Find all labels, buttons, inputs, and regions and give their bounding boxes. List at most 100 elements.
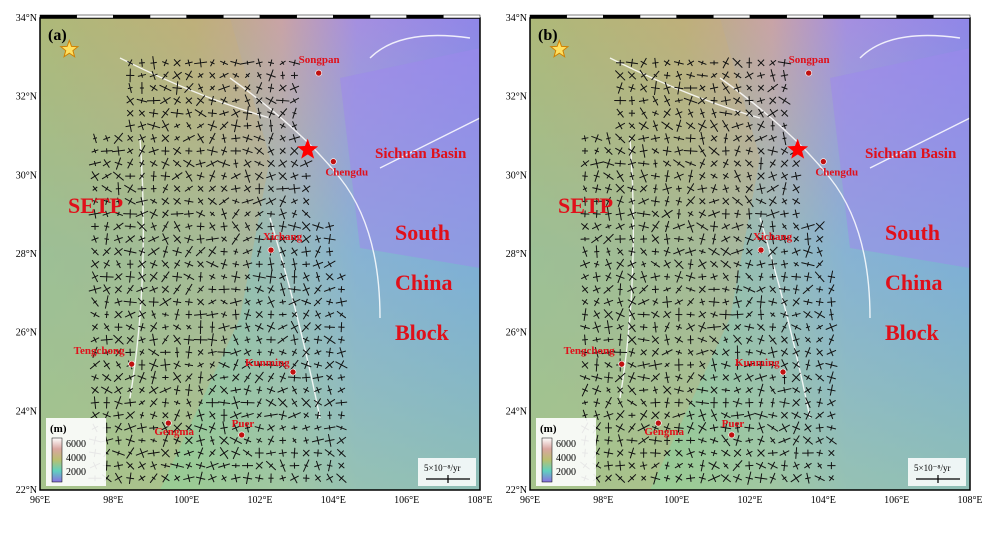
city-name: Xichang bbox=[753, 231, 793, 243]
lat-label: 28°N bbox=[506, 249, 527, 260]
city-dot bbox=[330, 159, 336, 165]
city-name: Kunming bbox=[735, 357, 780, 369]
city-dot bbox=[268, 247, 274, 253]
lon-label: 98°E bbox=[593, 495, 613, 506]
panel-label: (a) bbox=[48, 27, 67, 44]
city-dot bbox=[806, 70, 812, 76]
city-dot bbox=[239, 432, 245, 438]
city-dot bbox=[780, 369, 786, 375]
frame-band bbox=[860, 15, 897, 18]
colorbar-label: 6000 bbox=[66, 439, 86, 450]
frame-band bbox=[750, 15, 787, 18]
city-dot bbox=[316, 70, 322, 76]
frame-band bbox=[407, 15, 444, 18]
legend-unit: (m) bbox=[50, 423, 67, 435]
frame-band bbox=[370, 15, 407, 18]
frame-band bbox=[603, 15, 640, 18]
lat-label: 34°N bbox=[506, 13, 527, 24]
lat-label: 28°N bbox=[16, 249, 37, 260]
city-name: Songpan bbox=[299, 54, 340, 66]
lat-label: 34°N bbox=[16, 13, 37, 24]
frame-band bbox=[933, 15, 970, 18]
frame-band bbox=[567, 15, 604, 18]
lon-label: 100°E bbox=[664, 495, 689, 506]
frame-band bbox=[77, 15, 114, 18]
lon-label: 96°E bbox=[30, 495, 50, 506]
panel-label: (b) bbox=[538, 27, 558, 44]
lon-label: 98°E bbox=[103, 495, 123, 506]
region-name: South bbox=[395, 220, 450, 245]
lat-label: 32°N bbox=[506, 92, 527, 103]
city-name: Puer bbox=[722, 418, 745, 430]
legend-unit: (m) bbox=[540, 423, 557, 435]
frame-band bbox=[713, 15, 750, 18]
city-dot bbox=[820, 159, 826, 165]
colorbar-label: 4000 bbox=[556, 453, 576, 464]
frame-band bbox=[223, 15, 260, 18]
frame-band bbox=[113, 15, 150, 18]
city-name: Kunming bbox=[245, 357, 290, 369]
colorbar-label: 6000 bbox=[556, 439, 576, 450]
region-name: Block bbox=[395, 320, 450, 345]
frame-band bbox=[333, 15, 370, 18]
region-name: Block bbox=[885, 320, 940, 345]
frame-band bbox=[897, 15, 934, 18]
city-name: Tengchong bbox=[564, 345, 615, 357]
region-name: South bbox=[885, 220, 940, 245]
frame-band bbox=[787, 15, 824, 18]
lat-label: 30°N bbox=[16, 170, 37, 181]
scale-label: 5×10⁻⁸/yr bbox=[424, 463, 460, 473]
lon-label: 104°E bbox=[321, 495, 346, 506]
figure: (a)22°N24°N26°N28°N30°N32°N34°N96°E98°E1… bbox=[0, 0, 983, 532]
city-dot bbox=[729, 432, 735, 438]
city-name: Xichang bbox=[263, 231, 303, 243]
lon-label: 102°E bbox=[737, 495, 762, 506]
lon-label: 102°E bbox=[247, 495, 272, 506]
lat-label: 32°N bbox=[16, 92, 37, 103]
lon-label: 104°E bbox=[811, 495, 836, 506]
frame-band bbox=[150, 15, 187, 18]
region-name: Sichuan Basin bbox=[865, 146, 957, 162]
city-dot bbox=[129, 361, 135, 367]
frame-band bbox=[187, 15, 224, 18]
region-name: SETP bbox=[558, 193, 613, 218]
city-name: Songpan bbox=[789, 54, 830, 66]
city-name: Chengdu bbox=[325, 167, 368, 179]
region-name: China bbox=[395, 270, 452, 295]
city-name: Gengma bbox=[154, 426, 194, 438]
frame-band bbox=[40, 15, 77, 18]
frame-band bbox=[260, 15, 297, 18]
colorbar bbox=[542, 438, 552, 482]
lon-label: 106°E bbox=[884, 495, 909, 506]
lat-label: 24°N bbox=[506, 406, 527, 417]
colorbar-label: 4000 bbox=[66, 453, 86, 464]
frame-band bbox=[530, 15, 567, 18]
region-name: SETP bbox=[68, 193, 123, 218]
frame-band bbox=[443, 15, 480, 18]
city-name: Gengma bbox=[644, 426, 684, 438]
lon-label: 108°E bbox=[467, 495, 492, 506]
city-dot bbox=[758, 247, 764, 253]
lat-label: 26°N bbox=[506, 328, 527, 339]
scale-label: 5×10⁻⁸/yr bbox=[914, 463, 950, 473]
lon-label: 108°E bbox=[957, 495, 982, 506]
colorbar-label: 2000 bbox=[66, 467, 86, 478]
city-name: Tengchong bbox=[74, 345, 125, 357]
lat-label: 30°N bbox=[506, 170, 527, 181]
lon-label: 100°E bbox=[174, 495, 199, 506]
region-name: Sichuan Basin bbox=[375, 146, 467, 162]
lon-label: 96°E bbox=[520, 495, 540, 506]
frame-band bbox=[640, 15, 677, 18]
city-dot bbox=[290, 369, 296, 375]
frame-band bbox=[823, 15, 860, 18]
lat-label: 24°N bbox=[16, 406, 37, 417]
frame-band bbox=[297, 15, 334, 18]
region-name: China bbox=[885, 270, 942, 295]
city-name: Chengdu bbox=[815, 167, 858, 179]
colorbar-label: 2000 bbox=[556, 467, 576, 478]
map-panel: (a)22°N24°N26°N28°N30°N32°N34°N96°E98°E1… bbox=[16, 13, 493, 506]
map-panel: (b)22°N24°N26°N28°N30°N32°N34°N96°E98°E1… bbox=[506, 13, 983, 506]
lon-label: 106°E bbox=[394, 495, 419, 506]
lat-label: 26°N bbox=[16, 328, 37, 339]
frame-band bbox=[677, 15, 714, 18]
